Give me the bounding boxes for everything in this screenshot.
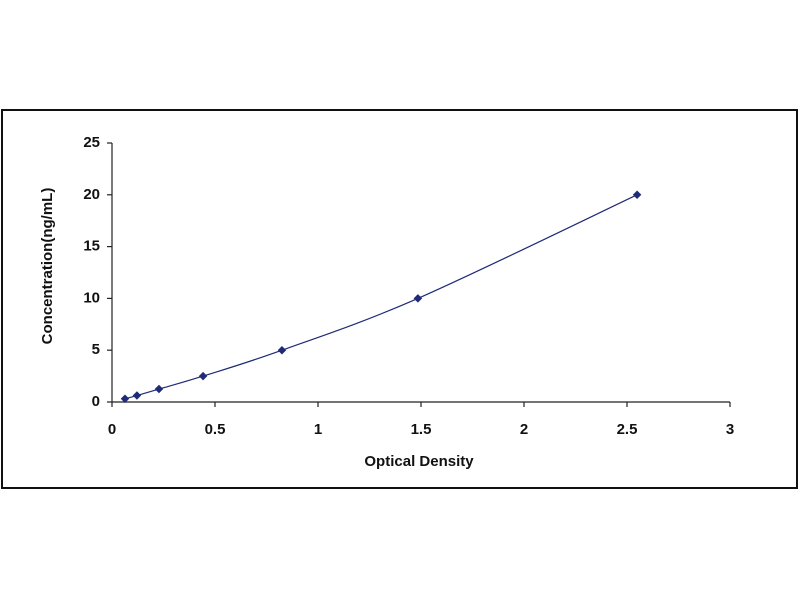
data-point [120,394,130,404]
y-tick-label: 5 [92,341,100,358]
y-axis-label: Concentration(ng/mL) [39,188,56,345]
chart-frame [1,109,798,489]
x-tick-label: 3 [726,421,734,438]
data-point [132,391,142,400]
data-point [154,384,164,394]
data-point [277,345,287,355]
x-tick-label: 0.5 [205,421,226,438]
x-axis-label: Optical Density [364,453,474,470]
y-tick-label: 20 [83,186,100,203]
x-tick-label: 1.5 [411,421,432,438]
y-tick-label: 10 [83,289,100,306]
x-tick-label: 1 [314,421,322,438]
data-point [413,294,423,303]
y-tick-label: 25 [83,134,100,151]
y-tick-label: 15 [83,238,100,255]
x-tick-label: 2 [520,421,528,438]
data-point [198,371,208,381]
x-tick-label: 2.5 [617,421,638,438]
y-tick-label: 0 [92,393,100,410]
x-tick-label: 0 [108,421,116,438]
